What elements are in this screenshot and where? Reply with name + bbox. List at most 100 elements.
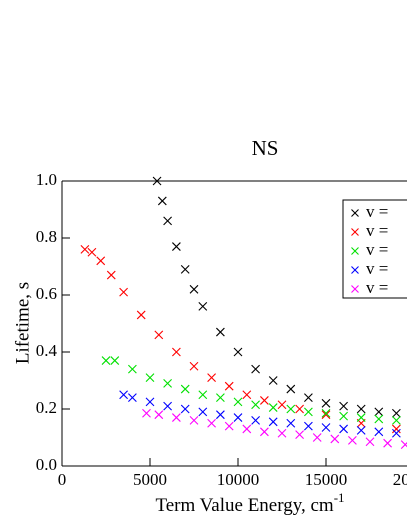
point	[365, 437, 375, 447]
point-stroke	[180, 404, 190, 414]
point	[374, 427, 384, 437]
point	[400, 440, 407, 450]
point	[251, 416, 260, 425]
point	[339, 401, 348, 411]
point-stroke	[128, 364, 137, 374]
point	[216, 393, 225, 402]
point-stroke	[163, 401, 172, 411]
point	[96, 256, 106, 266]
point	[207, 418, 216, 428]
point	[87, 247, 97, 257]
point-stroke	[242, 390, 252, 400]
point	[106, 270, 116, 280]
point-stroke	[172, 413, 181, 422]
point-stroke	[356, 404, 366, 414]
point-stroke	[233, 397, 243, 407]
point-stroke	[312, 433, 322, 442]
point	[392, 408, 401, 418]
point	[233, 347, 243, 357]
point	[286, 418, 296, 428]
point	[277, 400, 287, 410]
legend-marker-stroke	[351, 266, 359, 274]
point-stroke	[198, 390, 208, 400]
point	[172, 413, 181, 422]
legend-marker-stroke	[351, 228, 359, 236]
legend-marker	[351, 285, 359, 293]
point-stroke	[154, 330, 164, 340]
point	[172, 242, 181, 251]
legend-label: v =	[366, 278, 388, 297]
legend-marker-stroke	[351, 209, 359, 217]
point-stroke	[392, 424, 401, 434]
point-stroke	[383, 438, 392, 448]
point-stroke	[145, 397, 155, 407]
point-stroke	[374, 407, 384, 417]
x-tick-label: 5000	[133, 470, 167, 489]
point-stroke	[392, 428, 401, 438]
point-stroke	[268, 403, 278, 412]
point-stroke	[330, 434, 340, 444]
point	[198, 302, 208, 311]
point-stroke	[392, 408, 401, 418]
x-tick-label: 0	[58, 470, 67, 489]
x-axis-label-main: Term Value Energy, cm	[155, 495, 333, 516]
point	[180, 404, 190, 414]
point	[172, 347, 181, 357]
point-stroke	[286, 418, 296, 428]
point	[260, 427, 269, 437]
point-stroke	[321, 410, 331, 420]
point	[374, 407, 384, 417]
point-stroke	[180, 384, 190, 394]
point	[128, 393, 137, 402]
point	[304, 407, 313, 417]
point-stroke	[277, 400, 287, 410]
point	[154, 410, 164, 420]
point	[374, 414, 384, 424]
point	[233, 397, 243, 407]
point-stroke	[304, 421, 313, 431]
point	[119, 287, 128, 297]
point	[260, 396, 269, 405]
point	[286, 404, 296, 414]
point	[286, 384, 296, 394]
point	[180, 264, 190, 274]
legend-marker	[351, 247, 359, 255]
point	[163, 378, 172, 388]
point-stroke	[251, 416, 260, 425]
point-stroke	[365, 437, 375, 447]
x-axis-label: Term Value Energy, cm-1	[155, 490, 344, 516]
point-stroke	[356, 425, 366, 435]
point-stroke	[268, 417, 278, 427]
point-stroke	[145, 373, 155, 383]
point	[128, 364, 137, 374]
point	[339, 411, 348, 421]
point	[356, 425, 366, 435]
point-stroke	[163, 378, 172, 388]
point	[152, 176, 162, 186]
point-stroke	[321, 408, 331, 418]
point-stroke	[286, 384, 296, 394]
y-tick-label: 0.2	[36, 398, 57, 417]
point	[216, 410, 225, 420]
point-stroke	[321, 423, 331, 432]
point	[268, 417, 278, 427]
legend-marker	[351, 228, 359, 236]
point-stroke	[198, 302, 208, 311]
point-stroke	[321, 398, 331, 408]
point-stroke	[295, 430, 304, 440]
point	[154, 330, 164, 340]
point	[101, 356, 111, 365]
legend-label: v =	[366, 202, 388, 221]
point-stroke	[233, 413, 243, 422]
point-stroke	[96, 256, 106, 266]
point-stroke	[163, 216, 172, 226]
point	[304, 393, 313, 402]
y-axis-label: Lifetime, s	[12, 282, 33, 364]
point	[268, 376, 278, 385]
point	[242, 424, 252, 434]
point	[242, 390, 252, 400]
point-stroke	[268, 376, 278, 385]
point-stroke	[110, 356, 120, 365]
point-stroke	[277, 428, 287, 438]
x-tick-label: 10000	[217, 470, 260, 489]
